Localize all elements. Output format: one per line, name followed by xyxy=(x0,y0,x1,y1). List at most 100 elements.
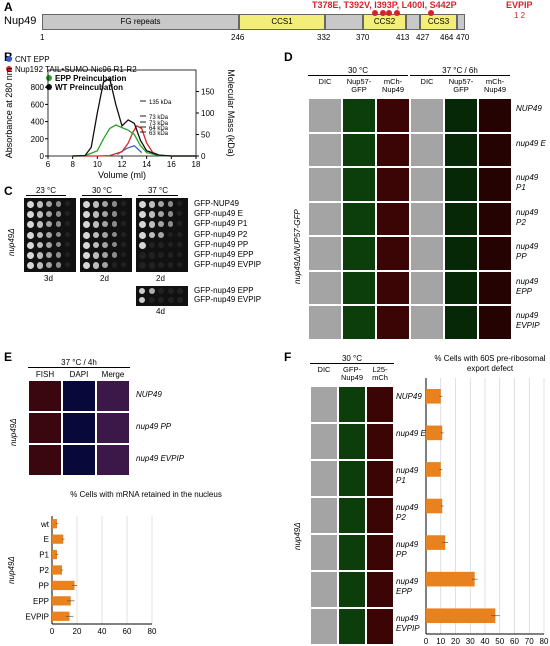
panel-c-label: C xyxy=(4,184,13,198)
bar xyxy=(52,565,62,575)
colony-spot xyxy=(139,262,146,270)
condition-30: 30 °C xyxy=(308,66,408,76)
position-413: 413 xyxy=(396,33,410,42)
colony-spot xyxy=(158,221,164,228)
colony-spot xyxy=(102,252,108,258)
colony-spot xyxy=(139,252,146,259)
x-tick-label: 10 xyxy=(93,160,102,169)
micrograph-gfp-nup49 xyxy=(338,497,366,534)
mutation-list: T378E, T392V, I393P, L400I, S442P xyxy=(312,0,457,10)
position-427: 427 xyxy=(416,33,430,42)
column-header: L25-mCh xyxy=(372,365,388,382)
x-tick-label: 40 xyxy=(98,627,107,636)
micrograph-dic xyxy=(308,98,342,133)
colony-spot xyxy=(92,241,99,249)
micrograph-dapi xyxy=(62,444,96,476)
colony-spot xyxy=(158,262,164,269)
bar xyxy=(52,596,71,606)
linker2-domain xyxy=(406,14,420,30)
micrograph-gfp-nup49 xyxy=(338,386,366,423)
x-tick-label: 60 xyxy=(123,627,132,636)
colony-spot xyxy=(92,252,99,259)
y-axis-label: Absorbance at 280 nm xyxy=(4,68,14,159)
position-332: 332 xyxy=(317,33,331,42)
colony-spot xyxy=(36,252,43,259)
colony-spot xyxy=(121,231,126,237)
x-tick-label: 60 xyxy=(510,637,519,646)
colony-spot xyxy=(55,221,61,227)
position-1: 1 xyxy=(40,33,45,42)
row-label: NUP49 xyxy=(136,390,162,399)
row-label: nup49 E xyxy=(516,138,546,148)
legend-item: EPP Preincubation xyxy=(46,75,126,83)
x-tick-label: 18 xyxy=(192,160,201,169)
colony-spot xyxy=(92,231,99,239)
micrograph-l25-mch xyxy=(366,386,394,423)
colony-spot xyxy=(65,262,70,268)
y2-tick-label: 150 xyxy=(201,88,215,97)
micrograph-dapi xyxy=(62,380,96,412)
colony-spot xyxy=(65,221,70,227)
x-tick-label: 12 xyxy=(118,160,127,169)
micrograph-dic xyxy=(310,386,338,423)
condition-37-4h: 37 °C / 4h xyxy=(28,358,130,368)
evpip-numbers: 1 2 xyxy=(514,11,526,20)
colony-spot xyxy=(46,211,52,218)
bar xyxy=(52,611,70,621)
category-label: E xyxy=(44,535,49,544)
colony-spot xyxy=(158,211,164,218)
micrograph-dic xyxy=(308,270,342,305)
row-label: nup49 E xyxy=(396,429,426,438)
colony-spot xyxy=(167,262,173,268)
micrograph-merge xyxy=(96,380,130,412)
micrograph-dic xyxy=(410,305,444,340)
x-tick-label: 0 xyxy=(424,637,429,646)
bar xyxy=(426,535,446,550)
x-tick-label: 0 xyxy=(50,627,55,636)
colony-spot xyxy=(46,241,52,248)
bar-title-e: % Cells with mRNA retained in the nucleu… xyxy=(70,490,222,499)
colony-spot xyxy=(158,201,164,207)
colony-spot xyxy=(36,211,43,218)
colony-spot xyxy=(111,221,117,227)
day-label: 4d xyxy=(156,307,165,316)
micrograph-merge xyxy=(96,412,130,444)
row-label: NUP49 xyxy=(516,104,542,113)
legend-item: Nup192 TAIL•SUMO-Nic96 R1-R2 xyxy=(6,66,137,74)
colony-spot xyxy=(111,262,117,268)
bar-title-f: % Cells with 60S pre-ribosomal export de… xyxy=(434,354,546,373)
micrograph-dic xyxy=(310,571,338,608)
colony-spot xyxy=(27,231,34,239)
colony-spot xyxy=(83,231,90,239)
colony-spot xyxy=(167,252,173,258)
micrograph-mch-nup49 xyxy=(478,98,512,133)
row-label: nup49 PP xyxy=(396,540,419,559)
side-label-e: nup49Δ xyxy=(9,418,18,446)
micrograph-l25-mch xyxy=(366,460,394,497)
row-label: nup49 P2 xyxy=(516,207,539,227)
row-label: nup49 EVPIP xyxy=(516,311,540,330)
colony-spot xyxy=(102,262,108,269)
x-tick-label: 70 xyxy=(525,637,534,646)
side-label-f: nup49Δ xyxy=(293,522,302,550)
bar xyxy=(52,549,57,560)
micrograph-dic xyxy=(410,201,444,236)
micrograph-gfp-nup49 xyxy=(338,460,366,497)
colony-spot xyxy=(92,262,99,269)
colony-spot xyxy=(55,211,61,217)
x-tick-label: 20 xyxy=(451,637,460,646)
micrograph-nup57-gfp xyxy=(342,236,376,271)
micrograph-mch-nup49 xyxy=(376,236,410,271)
micrograph-nup57-gfp xyxy=(444,132,478,167)
colony-spot xyxy=(121,262,126,268)
plate-37c xyxy=(136,198,188,272)
fg-repeats-domain: FG repeats xyxy=(42,14,239,30)
mass-label: 135 kDa xyxy=(149,100,172,106)
colony-spot xyxy=(167,241,173,248)
panel-a-label: A xyxy=(4,0,13,14)
micrograph-nup57-gfp xyxy=(342,98,376,133)
mass-label: 64 kDa xyxy=(149,126,169,132)
panel-e-label: E xyxy=(4,350,13,364)
legend-marker xyxy=(6,56,12,62)
micrograph-dic xyxy=(308,305,342,340)
